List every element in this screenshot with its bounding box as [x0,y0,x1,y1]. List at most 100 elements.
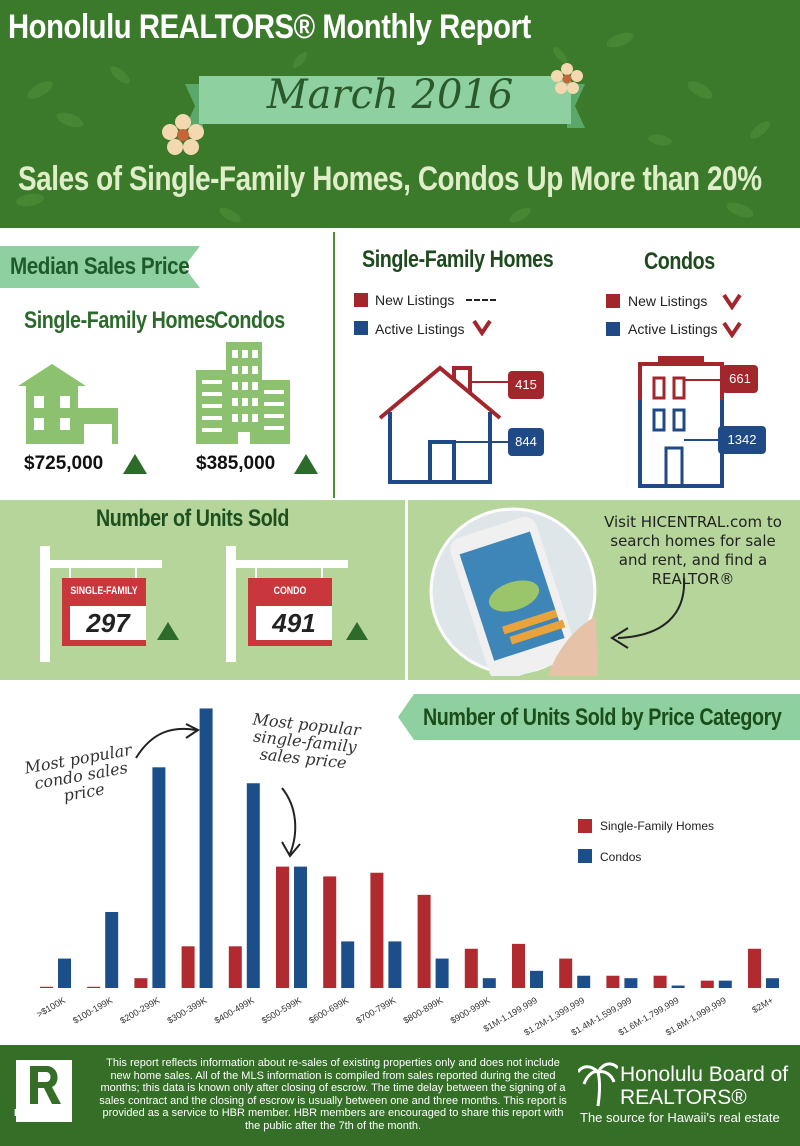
section-divider [333,232,335,498]
x-tick-label-6: $600-699K [307,995,350,1026]
bar-sf-9 [464,948,478,988]
legend-swatch-active [606,322,620,336]
flower-icon [162,114,204,155]
bar-sf-8 [417,894,431,988]
chart-legend-swatch-condo [578,849,592,863]
phone-app-image [429,507,598,676]
sold-sign-sf [40,546,162,662]
bar-sf-6 [323,876,337,988]
bar-sf-15 [748,948,761,988]
trend-flat-icon [466,299,496,301]
bar-sf-5 [276,866,289,988]
footer-disclaimer: This report reflects information about r… [99,1057,567,1132]
chart-legend-swatch-sf [578,819,592,833]
bar-condo-13 [671,985,685,988]
legend-active-label: Active Listings [375,321,465,337]
footer [0,1045,800,1146]
trend-up-icon [294,454,318,474]
hbr-org-name: Honolulu Board of REALTORS® [620,1063,789,1109]
bar-condo-0 [58,958,71,988]
hbr-tagline: The source for Hawaii's real estate [580,1110,780,1125]
legend-new-label: New Listings [628,293,708,309]
bar-sf-2 [134,978,148,988]
trend-up-icon [123,454,147,474]
condo-new-listings-value: 661 [722,365,758,393]
x-tick-label-5: $500-599K [260,995,303,1026]
sf-active-listings-value: 844 [508,428,544,456]
trend-down-icon [722,321,742,338]
x-tick-label-2: $200-299K [118,995,161,1026]
curved-arrow-icon [610,577,686,649]
bar-condo-11 [577,975,591,988]
legend-active-label: Active Listings [628,321,718,337]
units-condo-label: CONDO [273,585,307,597]
median-banner [0,246,200,288]
bar-condo-10 [530,970,543,988]
report-title: Honolulu REALTORS® Monthly Report [8,8,531,46]
units-sold-title: Number of Units Sold [96,505,289,532]
annotation-arrow [135,723,200,759]
trend-down-icon [722,293,742,310]
listings-sf-title: Single-Family Homes [362,246,554,273]
chart-legend-sf: Single-Family Homes [600,819,715,833]
condo-active-listings-value: 1342 [718,426,766,454]
bar-condo-6 [341,941,355,988]
date-ribbon [185,76,585,128]
x-tick-label-7: $700-799K [354,995,397,1026]
chart-banner [398,694,800,740]
bar-condo-9 [482,978,496,988]
annotation-sf: Most popular single-family sales price [251,709,362,773]
bar-sf-13 [653,975,667,988]
sf-new-listings-value: 415 [508,371,544,399]
bar-sf-0 [40,986,53,988]
promo-text: Visit HICENTRAL.com to search homes for … [604,513,782,588]
bar-sf-7 [370,872,384,988]
annotation-arrow [281,787,301,858]
bar-condo-3 [199,708,213,988]
sold-sign-condo [226,546,348,662]
units-condo-value: 491 [256,606,332,640]
palm-tree-icon [578,1062,618,1107]
condo-building-icon [196,342,290,444]
bar-sf-10 [512,943,525,988]
x-tick-label-3: $300-399K [165,995,208,1026]
realtor-mark: REALTOR [14,1108,62,1119]
header-banner: Honolulu REALTORS® Monthly Report March … [0,0,800,228]
units-sf-label: SINGLE-FAMILY [70,585,138,597]
units-sf-value: 297 [70,606,146,640]
bar-condo-7 [388,941,402,988]
x-tick-label-8: $800-899K [401,995,444,1026]
chart-title: Number of Units Sold by Price Category [423,704,782,731]
report-date: March 2016 [266,72,514,118]
bar-condo-14 [718,980,732,988]
report-subtitle: Sales of Single-Family Homes, Condos Up … [18,160,762,198]
bar-sf-3 [181,946,195,988]
trend-up-icon [157,622,179,640]
median-condo-price: $385,000 [196,453,276,474]
bar-sf-1 [87,986,101,988]
trend-up-icon [346,622,368,640]
house-icon [18,364,118,444]
trend-down-icon [472,319,492,336]
leaf-pattern-decoration [16,32,770,223]
x-tick-label-1: $100-199K [71,995,114,1026]
median-sf-price: $725,000 [24,453,104,474]
bar-sf-4 [228,946,242,988]
realtor-r-icon [16,1060,72,1106]
x-tick-label-9: $900-999K [449,995,492,1026]
bar-condo-8 [435,958,449,988]
median-condo-label: Condos [214,307,285,334]
legend-swatch-new [606,294,620,308]
x-tick-label-4: $400-499K [213,995,256,1026]
bar-condo-5 [294,866,307,988]
bar-condo-12 [624,978,638,988]
legend-swatch-active [354,321,368,335]
legend-swatch-new [354,293,368,307]
legend-new-label: New Listings [375,292,455,308]
units-by-price-chart: >$100K $100-199K $200-299K $300-399K $400-49… [35,708,779,1038]
x-tick-label-0: >$100K [35,995,67,1019]
bar-sf-12 [606,975,620,988]
chart-legend-condo: Condos [600,850,642,864]
flower-icon [551,63,583,94]
x-tick-label-15: $2M+ [750,995,775,1015]
